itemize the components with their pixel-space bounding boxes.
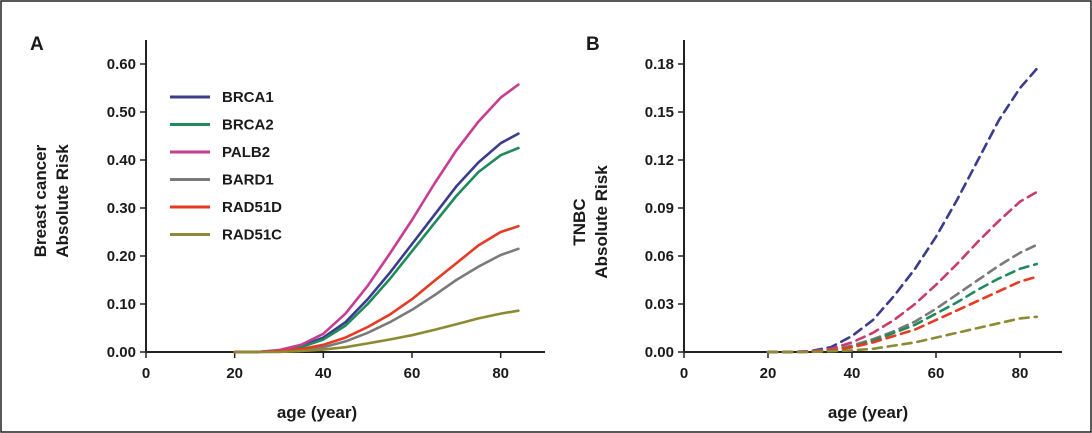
panel-b-xtick-label: 20 — [760, 365, 777, 382]
panel-a-ytick-label: 0.20 — [107, 248, 136, 265]
panel-b-xtick-label: 0 — [680, 365, 688, 382]
panel-a-ytick-label: 0.30 — [107, 200, 136, 217]
panel-b-ylabel-line1: TNBC — [570, 198, 589, 245]
panel-b-ytick-label: 0.12 — [645, 152, 674, 169]
panel-b-ytick-label: 0.00 — [645, 344, 674, 361]
panel-b: B TNBC Absolute Risk age (year) 0.00 0.03… — [570, 34, 1062, 422]
panel-b-series-line-6 — [766, 315, 1039, 354]
panel-b-ytick-label: 0.09 — [645, 200, 674, 217]
panel-a-legend: BRCA1 BRCA2 PALB2 BARD1 RAD51D RAD51C — [170, 89, 282, 244]
panel-a-xtick-label: 60 — [404, 365, 421, 382]
panel-b-ytick-label: 0.15 — [645, 104, 674, 121]
panel-a-series-line-palb2 — [233, 83, 520, 354]
panel-b-ytick-label: 0.03 — [645, 296, 674, 313]
panel-a-series-line-rad51c — [233, 309, 520, 354]
panel-a-xtick-label: 80 — [492, 365, 509, 382]
panel-b-ylabel-line2: Absolute Risk — [592, 165, 611, 279]
legend-label-bard1: BARD1 — [222, 172, 274, 189]
panel-a-ylabel-line1: Breast cancer — [31, 144, 50, 257]
panel-a: A Breast cancer Absolute Risk age (year)… — [30, 34, 545, 422]
legend-label-rad51c: RAD51C — [222, 227, 282, 244]
legend-label-brca2: BRCA2 — [222, 117, 274, 134]
legend-label-rad51d: RAD51D — [222, 199, 282, 216]
panel-a-ytick-label: 0.40 — [107, 152, 136, 169]
panel-b-ytick-label: 0.06 — [645, 248, 674, 265]
panel-b-xtick-label: 60 — [928, 365, 945, 382]
panel-a-ytick-label: 0.00 — [107, 344, 136, 361]
panel-b-xtick-label: 80 — [1012, 365, 1029, 382]
panel-b-ytick-label: 0.18 — [645, 56, 674, 73]
panel-a-xtick-label: 20 — [226, 365, 243, 382]
panel-a-xtick-label: 40 — [315, 365, 332, 382]
panel-b-label: B — [586, 34, 600, 55]
legend-label-palb2: PALB2 — [222, 144, 270, 161]
panel-a-ytick-label: 0.10 — [107, 296, 136, 313]
panel-a-ytick-label: 0.50 — [107, 104, 136, 121]
legend-label-brca1: BRCA1 — [222, 89, 274, 106]
panel-b-xtick-label: 40 — [844, 365, 861, 382]
panel-a-xlabel: age (year) — [277, 403, 357, 422]
panel-a-ylabel-line2: Absolute Risk — [53, 144, 72, 258]
panel-a-xtick-label: 0 — [142, 365, 150, 382]
panel-b-xlabel: age (year) — [828, 403, 908, 422]
panel-a-ytick-label: 0.60 — [107, 56, 136, 73]
panel-a-label: A — [30, 34, 44, 55]
